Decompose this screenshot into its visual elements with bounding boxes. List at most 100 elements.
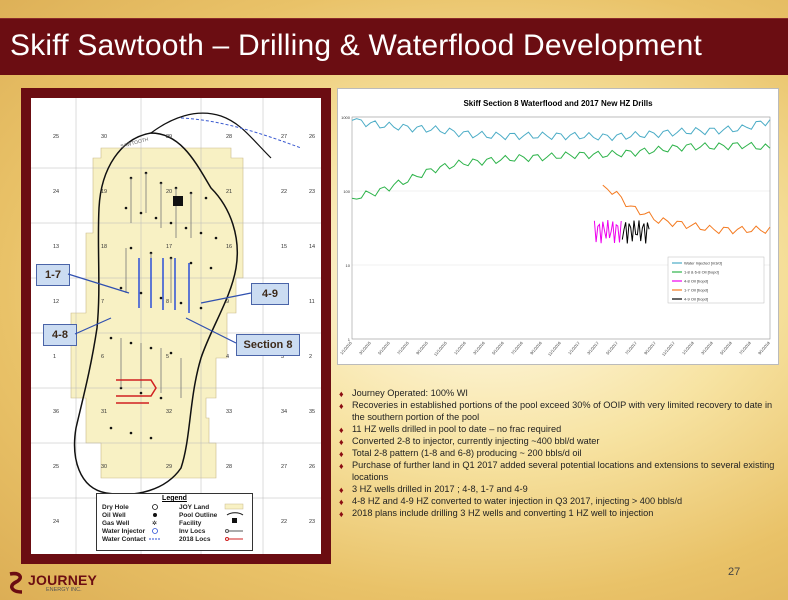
production-chart: Skiff Section 8 Waterflood and 2017 New … xyxy=(337,88,779,365)
slide-title: Skiff Sawtooth – Drilling & Waterflood D… xyxy=(10,29,702,62)
section-number: 27 xyxy=(281,464,287,470)
bullet-item: ♦ 4-8 HZ and 4-9 HZ converted to water in… xyxy=(339,495,779,507)
y-tick-label: 100 xyxy=(343,189,350,194)
bullet-icon: ♦ xyxy=(339,389,344,399)
page-number: 27 xyxy=(728,566,741,578)
land-map: 25 30 29 28 27 26 24 19 20 21 22 23 13 18 17 16 15 14 12 7 8… xyxy=(31,98,321,554)
section-number: 27 xyxy=(281,134,287,140)
section-number: 22 xyxy=(281,519,287,525)
bullet-item: ♦ 11 HZ wells drilled in pool to date – n… xyxy=(339,423,779,435)
bullet-text: 4-8 HZ and 4-9 HZ converted to water inj… xyxy=(352,496,683,506)
section-number: 25 xyxy=(53,134,59,140)
x-tick-label: 1/1/2015 xyxy=(339,340,353,356)
section-number: 28 xyxy=(226,464,232,470)
map-frame: 25 30 29 28 27 26 24 19 20 21 22 23 13 18 17 16 15 14 12 7 8… xyxy=(21,88,331,564)
section-number: 17 xyxy=(166,244,172,250)
2018-locs-line xyxy=(180,117,302,149)
legend-dry-hole: Dry Hole xyxy=(102,504,129,511)
x-tick-label: 5/1/2015 xyxy=(377,340,391,356)
x-tick-label: 7/1/2016 xyxy=(510,340,524,356)
section-number: 24 xyxy=(53,189,59,195)
bullet-item: ♦ Recoveries in established portions of t… xyxy=(339,399,779,423)
bullet-list: ♦ Journey Operated: 100% WI ♦ Recoveries i… xyxy=(339,387,779,519)
section-number: 18 xyxy=(101,244,107,250)
section-number: 23 xyxy=(309,189,315,195)
bullet-icon: ♦ xyxy=(339,485,344,495)
legend-oil-well: Oil Well xyxy=(102,512,126,519)
section-number: 26 xyxy=(309,464,315,470)
bullet-item: ♦ Total 2-8 pattern (1-8 and 6-8) produci… xyxy=(339,447,779,459)
plot-area xyxy=(351,116,771,340)
section-number: 20 xyxy=(166,189,172,195)
bullet-icon: ♦ xyxy=(339,461,344,471)
section-number: 13 xyxy=(53,244,59,250)
bullet-item: ♦ 2018 plans include drilling 3 HZ wells … xyxy=(339,507,779,519)
section-number: 23 xyxy=(309,519,315,525)
logo-word: JOURNEY xyxy=(28,572,98,588)
bullet-text: 2018 plans include drilling 3 HZ wells a… xyxy=(352,508,654,518)
series-line xyxy=(351,118,771,142)
bullet-text: Recoveries in established portions of th… xyxy=(352,400,773,422)
x-tick-label: 9/1/2015 xyxy=(415,340,429,356)
y-tick-label: 1 xyxy=(348,337,351,342)
x-tick-label: 5/1/2018 xyxy=(719,340,733,356)
joy-land-area xyxy=(70,147,244,479)
series-line xyxy=(602,184,771,235)
legend-symbols: ✲ xyxy=(149,503,244,541)
callout-1-7: 1-7 xyxy=(36,264,70,286)
x-tick-label: 5/1/2017 xyxy=(605,340,619,356)
section-number: 4 xyxy=(226,354,229,360)
x-tick-label: 9/1/2016 xyxy=(529,340,543,356)
bullet-text: 3 HZ wells drilled in 2017 ; 4-8, 1-7 an… xyxy=(352,484,528,494)
x-tick-label: 7/1/2018 xyxy=(738,340,752,356)
x-tick-label: 11/1/2015 xyxy=(433,340,449,357)
x-tick-label: 3/1/2017 xyxy=(586,340,600,356)
section-number: 19 xyxy=(101,189,107,195)
legend-facility: Facility xyxy=(179,520,202,527)
section-number: 30 xyxy=(101,464,107,470)
series-line xyxy=(621,220,650,244)
bullet-text: Converted 2-8 to injector, currently inj… xyxy=(352,436,600,446)
2018-locations xyxy=(116,379,157,404)
section-number: 9 xyxy=(226,299,229,305)
legend-water-injector: Water Injector xyxy=(102,528,146,535)
title-bar: Skiff Sawtooth – Drilling & Waterflood D… xyxy=(0,18,788,75)
x-tick-label: 3/1/2015 xyxy=(358,340,372,356)
bullet-icon: ♦ xyxy=(339,437,344,447)
legend-label: 1-8 & 6-8 Oil [bopd] xyxy=(684,270,719,275)
x-tick-label: 7/1/2015 xyxy=(396,340,410,356)
section-number: 30 xyxy=(101,134,107,140)
section-number: 24 xyxy=(53,519,59,525)
bullet-text: Journey Operated: 100% WI xyxy=(352,388,468,398)
chart-legend xyxy=(667,256,765,304)
bullet-text: Purchase of further land in Q1 2017 adde… xyxy=(352,460,775,482)
section-number: 1 xyxy=(53,354,56,360)
section-number: 22 xyxy=(281,189,287,195)
section-number: 34 xyxy=(281,409,287,415)
2017-hz-wells xyxy=(138,258,190,313)
bullet-icon: ♦ xyxy=(339,401,344,411)
section-number: 32 xyxy=(166,409,172,415)
x-tick-label: 3/1/2016 xyxy=(472,340,486,356)
legend-pool-outline: Pool Outline xyxy=(179,512,218,519)
x-tick-label: 7/1/2017 xyxy=(624,340,638,356)
section-number: 33 xyxy=(226,409,232,415)
section-number: 14 xyxy=(309,244,315,250)
section-number: 12 xyxy=(53,299,59,305)
x-tick-label: 1/1/2016 xyxy=(453,340,467,356)
bullet-item: ♦ Converted 2-8 to injector, currently in… xyxy=(339,435,779,447)
bullet-icon: ♦ xyxy=(339,425,344,435)
bullet-text: 11 HZ wells drilled in pool to date – no… xyxy=(352,424,562,434)
x-tick-label: 1/1/2017 xyxy=(567,340,581,356)
section-number: 3 xyxy=(281,354,284,360)
bullet-item: ♦ Purchase of further land in Q1 2017 add… xyxy=(339,459,779,483)
section-number: 6 xyxy=(101,354,104,360)
x-tick-label: 5/1/2016 xyxy=(491,340,505,356)
section-number: 21 xyxy=(226,189,232,195)
x-tick-label: 3/1/2018 xyxy=(700,340,714,356)
legend-label: Water Injected [m3/d] xyxy=(684,261,722,266)
pool-outline xyxy=(73,132,238,496)
legend-2018-locs: 2018 Locs xyxy=(179,536,211,543)
legend-joy-land: JOY Land xyxy=(179,504,210,511)
